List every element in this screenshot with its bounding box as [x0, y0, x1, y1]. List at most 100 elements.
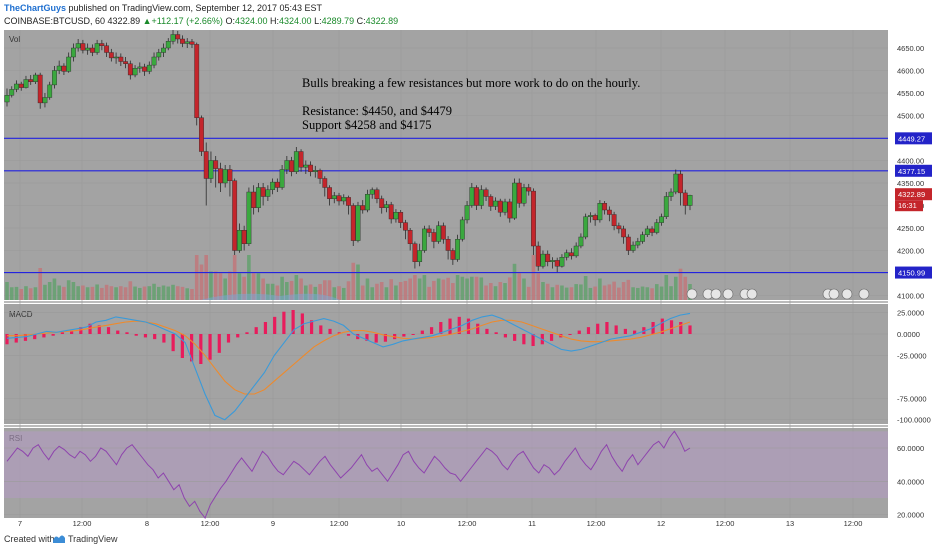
histogram-bar	[522, 334, 526, 345]
candle-body	[635, 241, 641, 246]
candle-body	[592, 215, 598, 221]
candle	[189, 39, 195, 48]
histogram-bar	[577, 330, 581, 334]
histogram-bar	[70, 330, 74, 334]
candle-body	[56, 65, 62, 71]
candle	[237, 223, 242, 253]
volume-ma-area	[200, 293, 340, 300]
volume-bar	[498, 282, 503, 300]
signal-line	[7, 319, 691, 395]
volume-bar	[460, 276, 465, 300]
candle-body	[317, 170, 323, 179]
volume-bar	[180, 286, 185, 300]
candle	[298, 149, 304, 172]
candle-body	[203, 151, 209, 179]
candle-body	[355, 205, 361, 241]
candle	[42, 93, 48, 108]
candle-body	[365, 194, 370, 211]
earnings-icon	[828, 288, 840, 300]
volume-bar	[422, 275, 427, 300]
histogram-bar	[254, 327, 258, 334]
candle-body	[85, 47, 91, 51]
candle	[365, 189, 370, 213]
candle-body	[279, 169, 285, 188]
candle-body	[516, 182, 522, 204]
candle-body	[455, 239, 460, 260]
candle	[464, 201, 470, 224]
volume-bar	[318, 284, 322, 300]
candle-body	[625, 236, 631, 251]
candle-body	[265, 189, 271, 197]
candle-body	[123, 61, 128, 64]
histogram-bar	[328, 328, 332, 334]
volume-bar	[612, 281, 616, 300]
volume-bar	[588, 287, 593, 300]
volume-bar	[503, 283, 507, 300]
macd-tick-label: -100.0000	[897, 416, 931, 425]
candle-body	[28, 79, 34, 82]
candle	[213, 156, 219, 188]
candle-body	[654, 222, 660, 233]
candle	[28, 75, 34, 85]
candle-body	[346, 197, 351, 206]
macd-pane-background	[4, 304, 888, 424]
candle-body	[189, 41, 195, 45]
volume-bar	[133, 286, 137, 300]
volume-bar	[673, 276, 678, 300]
chart-canvas[interactable]: 4650.004600.004550.004500.004450.004400.…	[0, 28, 932, 528]
candle-body	[573, 245, 579, 257]
publisher-link[interactable]: TheChartGuys	[4, 3, 67, 13]
candle-body	[606, 209, 612, 215]
volume-bar	[375, 283, 379, 300]
volume-bar	[261, 278, 265, 300]
published-text: published on TradingView.com, September …	[68, 3, 323, 13]
volume-bar	[332, 287, 337, 300]
annotation-line-3: Support $4258 and $4175	[302, 118, 432, 132]
candle	[123, 57, 128, 69]
candle-body	[137, 66, 143, 69]
candle	[260, 183, 266, 206]
candle	[407, 228, 413, 251]
candle	[308, 161, 313, 177]
candle-body	[379, 198, 385, 208]
countdown-label: 16:31	[898, 201, 917, 210]
volume-bar	[161, 285, 166, 300]
time-tick-label: 12:00	[587, 519, 606, 528]
candle-body	[255, 187, 261, 208]
volume-pane-label: Vol	[9, 35, 20, 44]
volume-bar	[280, 276, 284, 300]
volume-bar	[417, 278, 422, 300]
volume-bar	[209, 271, 213, 300]
candle	[540, 250, 546, 269]
tradingview-brand[interactable]: TradingView	[68, 534, 118, 544]
candle	[640, 231, 645, 244]
volume-bar	[232, 255, 237, 300]
volume-bar	[114, 287, 118, 300]
chart-header: TheChartGuys published on TradingView.co…	[0, 0, 932, 28]
histogram-bar	[319, 325, 323, 334]
candle	[649, 226, 655, 237]
volume-bar	[583, 276, 588, 300]
candle	[222, 165, 228, 188]
candle-body	[75, 43, 81, 49]
candle	[137, 62, 143, 73]
candle-body	[436, 225, 442, 242]
candle	[336, 192, 342, 206]
candle-body	[469, 187, 475, 206]
candle-body	[246, 191, 252, 244]
candle	[512, 178, 517, 220]
candle-body	[118, 56, 124, 62]
candle-body	[554, 260, 560, 267]
volume-bar	[621, 282, 626, 300]
candle	[393, 209, 399, 223]
candle-body	[431, 232, 437, 242]
candle	[559, 254, 565, 268]
candle	[474, 185, 479, 210]
candle-body	[113, 56, 119, 59]
candle-body	[127, 63, 133, 76]
histogram-bar	[236, 334, 240, 338]
candle	[616, 222, 622, 234]
candle	[379, 195, 385, 214]
countdown-tag	[895, 200, 923, 212]
volume-bar	[299, 278, 303, 300]
